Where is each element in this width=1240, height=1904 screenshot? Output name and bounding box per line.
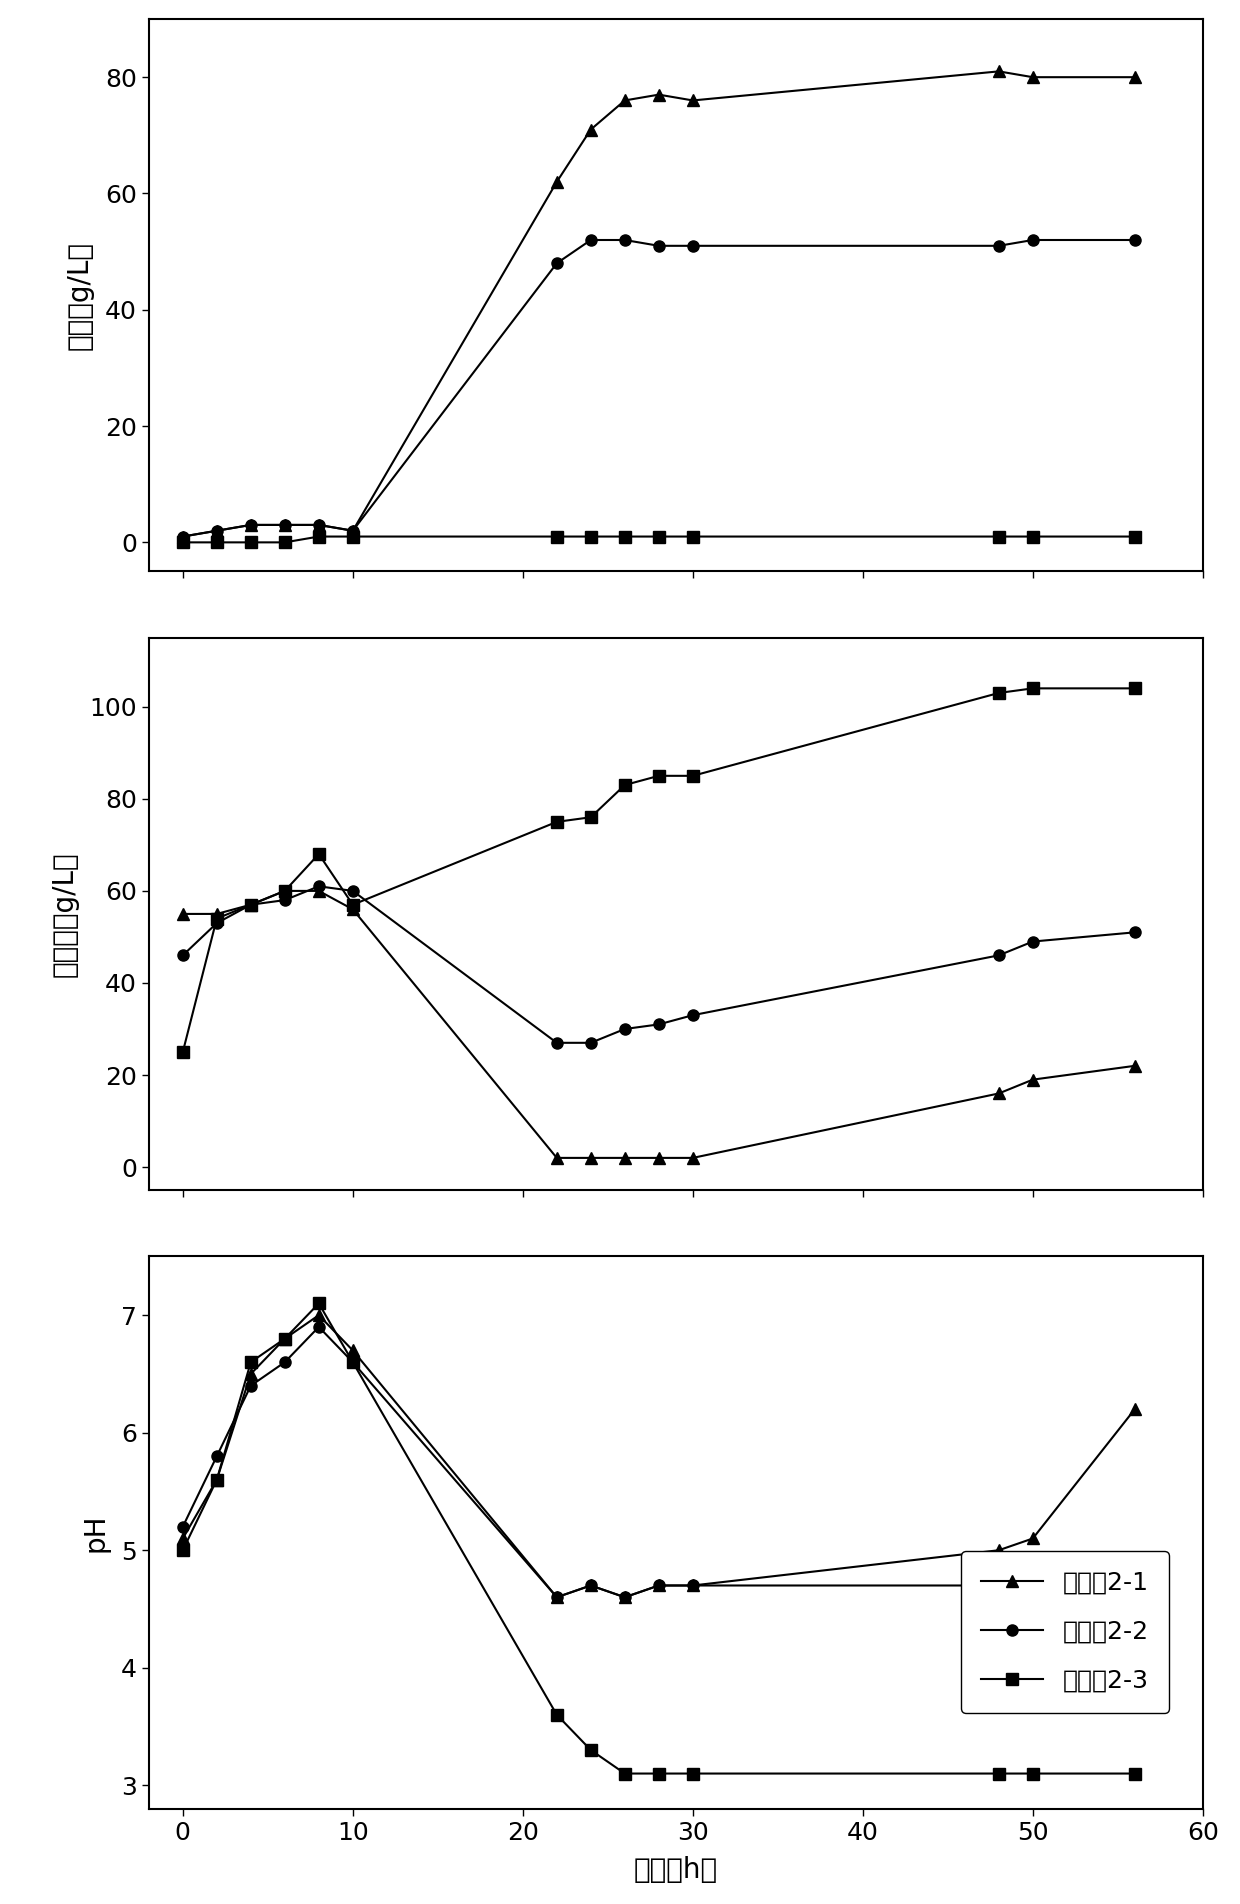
Y-axis label: 葡萄糖（g/L）: 葡萄糖（g/L） [51,851,78,977]
Legend: 实施例2-1, 实施例2-2, 实施例2-3: 实施例2-1, 实施例2-2, 实施例2-3 [961,1552,1169,1714]
X-axis label: 时间（h）: 时间（h） [634,1856,718,1883]
Y-axis label: 乙醇（g/L）: 乙醇（g/L） [66,240,94,350]
Y-axis label: pH: pH [82,1514,110,1552]
